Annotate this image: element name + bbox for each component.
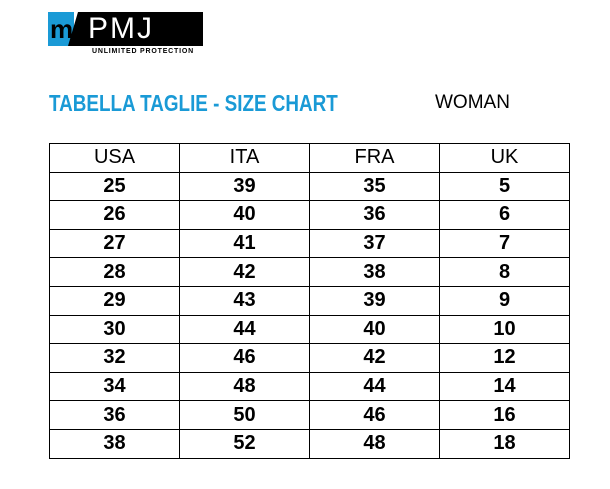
pmj-logo: m PMJ UNLIMITED PROTECTION [48,12,203,58]
size-cell-uk: 18 [439,428,570,459]
logo-blue-block [48,12,74,46]
size-cell-fra: 37 [309,228,440,259]
size-cell-ita: 48 [179,371,310,402]
size-cell-fra: 35 [309,171,440,202]
header-row: USA ITA FRA UK [49,143,570,173]
table-row: 38 52 48 18 [49,428,570,459]
size-cell-fra: 46 [309,400,440,430]
size-cell-ita: 39 [179,171,310,202]
table-row: 27 41 37 7 [49,228,570,259]
size-cell-usa: 38 [49,428,180,459]
size-cell-usa: 28 [49,257,180,287]
table-row: 29 43 39 9 [49,285,570,316]
size-cell-ita: 42 [179,257,310,287]
size-cell-ita: 43 [179,285,310,316]
table-row: 25 39 35 5 [49,171,570,202]
logo-brand: PMJ [88,12,154,45]
logo-mark: m [50,14,74,44]
size-chart-table: USA ITA FRA UK 25 39 35 5 26 40 36 6 27 41 37 7 28 42 38 8… [49,143,570,459]
size-cell-ita: 50 [179,400,310,430]
size-cell-uk: 7 [439,228,570,259]
size-cell-uk: 8 [439,257,570,287]
size-cell-fra: 42 [309,343,440,373]
size-cell-uk: 9 [439,285,570,316]
size-cell-uk: 14 [439,371,570,402]
size-cell-usa: 25 [49,171,180,202]
logo-black-block [68,12,203,46]
size-cell-ita: 44 [179,314,310,345]
size-cell-uk: 5 [439,171,570,202]
size-cell-usa: 36 [49,400,180,430]
column-header-uk: UK [439,143,570,173]
size-cell-usa: 27 [49,228,180,259]
size-cell-ita: 52 [179,428,310,459]
table-row: 32 46 42 12 [49,343,570,373]
column-header-fra: FRA [309,143,440,173]
size-cell-fra: 39 [309,285,440,316]
size-cell-ita: 41 [179,228,310,259]
size-cell-ita: 40 [179,200,310,230]
size-cell-uk: 12 [439,343,570,373]
size-cell-uk: 16 [439,400,570,430]
size-cell-uk: 10 [439,314,570,345]
logo-tagline: UNLIMITED PROTECTION [92,48,194,55]
size-cell-ita: 46 [179,343,310,373]
size-cell-fra: 48 [309,428,440,459]
size-cell-fra: 44 [309,371,440,402]
table-row: 26 40 36 6 [49,200,570,230]
table-row: 30 44 40 10 [49,314,570,345]
size-cell-fra: 40 [309,314,440,345]
size-cell-usa: 32 [49,343,180,373]
size-cell-fra: 36 [309,200,440,230]
size-cell-usa: 34 [49,371,180,402]
category-label: WOMAN [435,92,510,113]
column-header-ita: ITA [179,143,310,173]
table-row: 36 50 46 16 [49,400,570,430]
table-row: 34 48 44 14 [49,371,570,402]
size-cell-fra: 38 [309,257,440,287]
size-cell-uk: 6 [439,200,570,230]
size-cell-usa: 29 [49,285,180,316]
page-title: TABELLA TAGLIE - SIZE CHART [49,90,338,116]
table-row: 28 42 38 8 [49,257,570,287]
column-header-usa: USA [49,143,180,173]
size-cell-usa: 26 [49,200,180,230]
size-cell-usa: 30 [49,314,180,345]
